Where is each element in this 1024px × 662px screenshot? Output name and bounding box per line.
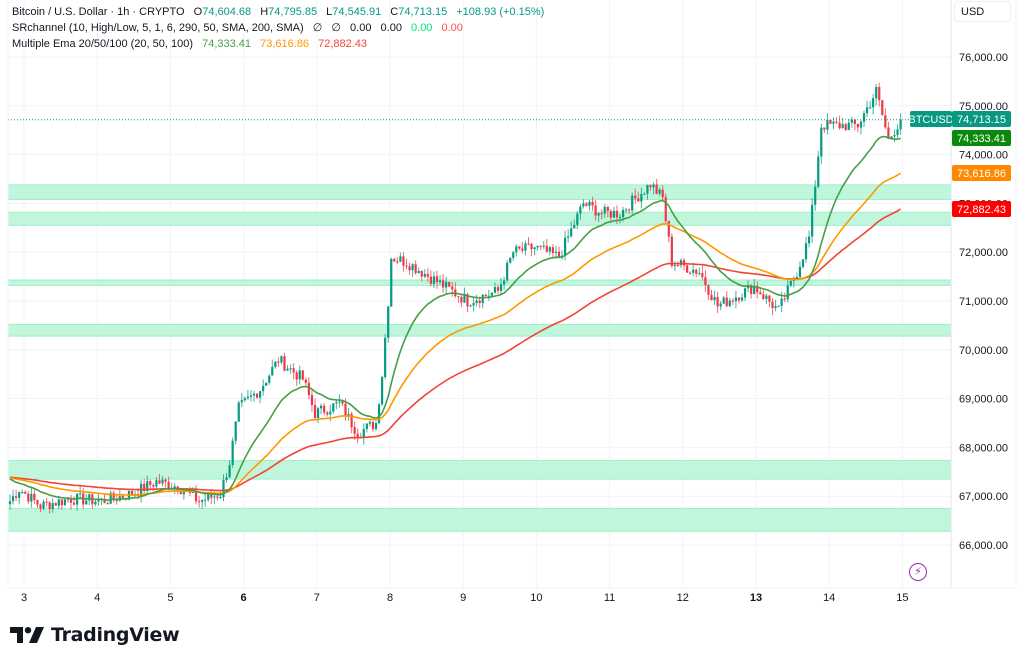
symbol-legend-row[interactable]: Bitcoin / U.S. Dollar · 1h · CRYPTO O74,… bbox=[12, 4, 544, 20]
close-value: 74,713.15 bbox=[398, 6, 448, 18]
change-value: +108.93 (+0.15%) bbox=[456, 6, 545, 18]
high-label: H bbox=[260, 6, 269, 18]
price-tick-label: 75,000.00 bbox=[959, 101, 1008, 113]
price-tag-value: 74,713.15 bbox=[957, 114, 1006, 126]
ema100-value: 72,882.43 bbox=[318, 38, 368, 50]
open-label: O bbox=[193, 6, 203, 18]
open-value: 74,604.68 bbox=[202, 6, 252, 18]
sr-zone bbox=[7, 211, 952, 226]
ema100-line bbox=[9, 208, 902, 492]
grid bbox=[8, 0, 951, 588]
time-tick-label: 5 bbox=[167, 592, 173, 604]
tradingview-brand[interactable]: TradingView bbox=[10, 624, 180, 646]
price-tick-label: 71,000.00 bbox=[959, 296, 1008, 308]
time-tick-label: 9 bbox=[460, 592, 466, 604]
srchannel-value-5: 0.00 bbox=[411, 22, 433, 34]
time-tick-label: 6 bbox=[241, 592, 247, 604]
srchannel-title: SRchannel (10, High/Low, 5, 1, 6, 290, 5… bbox=[12, 22, 304, 34]
price-tick-label: 74,000.00 bbox=[959, 150, 1008, 162]
time-tick-label: 13 bbox=[750, 592, 762, 604]
price-tag bbox=[952, 111, 1011, 127]
low-value: 74,545.91 bbox=[332, 6, 382, 18]
price-tick-label: 70,000.00 bbox=[959, 345, 1008, 357]
high-value: 74,795.85 bbox=[268, 6, 318, 18]
ema20-value: 74,333.41 bbox=[202, 38, 252, 50]
symbol-tag-label: BTCUSD bbox=[908, 114, 953, 126]
time-tick-label: 12 bbox=[677, 592, 689, 604]
tradingview-logo-icon bbox=[10, 627, 44, 643]
time-tick-label: 8 bbox=[387, 592, 393, 604]
ema-title: Multiple Ema 20/50/100 (20, 50, 100) bbox=[12, 38, 194, 50]
time-tick-label: 15 bbox=[896, 592, 908, 604]
sr-zone bbox=[7, 323, 952, 337]
time-tick-label: 14 bbox=[823, 592, 835, 604]
srchannel-value-3: 0.00 bbox=[350, 22, 372, 34]
price-tick-label: 69,000.00 bbox=[959, 394, 1008, 406]
price-tag bbox=[952, 165, 1011, 181]
price-tick-label: 72,000.00 bbox=[959, 247, 1008, 259]
ema50-value: 73,616.86 bbox=[260, 38, 310, 50]
time-tick-label: 10 bbox=[530, 592, 542, 604]
ema50-line bbox=[9, 172, 902, 496]
time-tick-label: 4 bbox=[94, 592, 100, 604]
low-label: L bbox=[326, 6, 333, 18]
price-tick-label: 67,000.00 bbox=[959, 491, 1008, 503]
price-tags: BTCUSD 74,713.15 74,333.41 73,616.86 72,882.… bbox=[908, 111, 1011, 217]
price-tick-label: 76,000.00 bbox=[959, 52, 1008, 64]
sr-zone bbox=[7, 507, 952, 532]
ema20-line bbox=[9, 135, 901, 501]
lightning-bolt-icon[interactable]: ⚡︎ bbox=[909, 563, 927, 581]
time-tick-label: 7 bbox=[314, 592, 320, 604]
srchannel-value-2: ∅ bbox=[331, 22, 341, 34]
price-tick-label: 66,000.00 bbox=[959, 540, 1008, 552]
sr-zone bbox=[7, 460, 952, 480]
price-axis[interactable]: 66,000.00 67,000.00 68,000.00 69,000.00 70,0… bbox=[950, 0, 1017, 588]
price-tag-value: 73,616.86 bbox=[957, 168, 1006, 180]
symbol-title: Bitcoin / U.S. Dollar · 1h · CRYPTO bbox=[12, 6, 185, 18]
srchannel-value-6: 0.00 bbox=[441, 22, 463, 34]
symbol-tag bbox=[910, 111, 952, 127]
currency-selector[interactable]: USD bbox=[954, 1, 1011, 22]
price-tag bbox=[952, 201, 1011, 217]
close-label: C bbox=[390, 6, 399, 18]
time-tick-label: 3 bbox=[21, 592, 27, 604]
srchannel-legend-row[interactable]: SRchannel (10, High/Low, 5, 1, 6, 290, 5… bbox=[12, 20, 544, 36]
price-tag-value: 72,882.43 bbox=[957, 204, 1006, 216]
sr-zone bbox=[7, 184, 952, 200]
sr-zone bbox=[7, 279, 952, 286]
time-axis[interactable]: 3 4 5 6 7 8 9 10 11 12 13 14 15 bbox=[7, 0, 1016, 604]
srchannel-value-4: 0.00 bbox=[380, 22, 402, 34]
candles bbox=[8, 82, 902, 514]
time-tick-label: 11 bbox=[604, 592, 615, 604]
price-tag-value: 74,333.41 bbox=[957, 133, 1006, 145]
price-tag bbox=[952, 130, 1011, 146]
srchannel-value-1: ∅ bbox=[312, 22, 323, 34]
brand-name: TradingView bbox=[51, 624, 180, 646]
ema-legend-row[interactable]: Multiple Ema 20/50/100 (20, 50, 100) 74,… bbox=[12, 36, 544, 52]
chart-legend: Bitcoin / U.S. Dollar · 1h · CRYPTO O74,… bbox=[12, 4, 544, 52]
price-tick-label: 68,000.00 bbox=[959, 442, 1008, 454]
